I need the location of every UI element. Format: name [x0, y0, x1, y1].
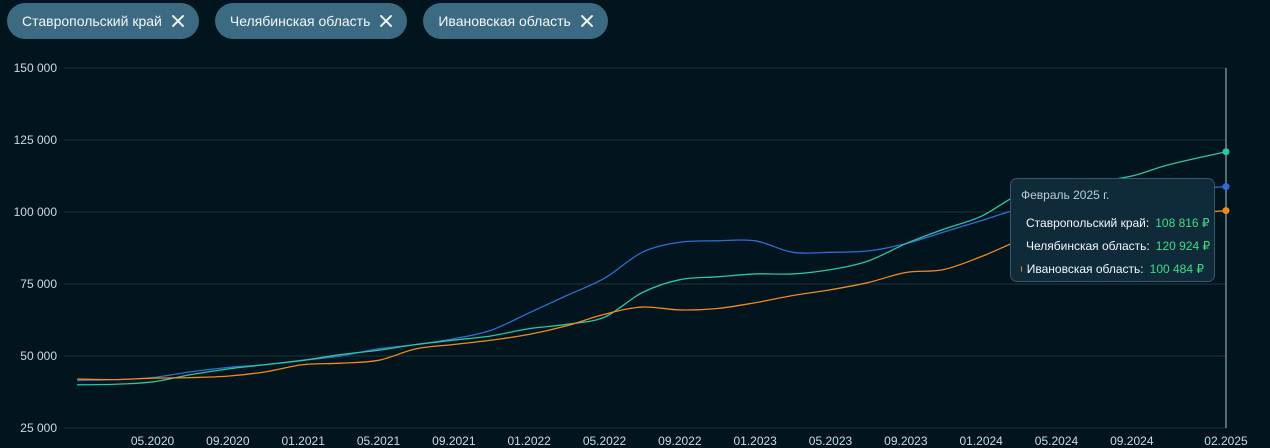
- filter-chips: Ставропольский край Челябинская область …: [7, 3, 608, 39]
- x-tick-label: 09.2023: [884, 434, 928, 448]
- tooltip-title: Февраль 2025 г.: [1021, 188, 1110, 202]
- y-tick-label: 50 000: [20, 349, 57, 363]
- x-tick-label: 02.2025: [1204, 434, 1248, 448]
- x-tick-label: 01.2022: [507, 434, 551, 448]
- x-tick-label: 09.2022: [658, 434, 702, 448]
- tooltip-row: Ивановская область: 100 484 ₽: [1021, 257, 1204, 280]
- chart-tooltip: Февраль 2025 г. Ставропольский край: 108…: [1010, 178, 1215, 282]
- y-axis-ticks: 150 000 125 000 100 000 75 000 50 000 25 000: [14, 61, 58, 435]
- filter-chip-label: Челябинская область: [229, 13, 371, 29]
- x-tick-label: 09.2024: [1110, 434, 1154, 448]
- x-tick-label: 09.2020: [206, 434, 250, 448]
- hover-point-2: [1222, 148, 1230, 156]
- tooltip-row: Челябинская область: 120 924 ₽: [1021, 234, 1210, 257]
- y-tick-label: 25 000: [20, 421, 57, 435]
- x-tick-label: 01.2024: [959, 434, 1003, 448]
- x-axis-ticks: 05.2020 09.2020 01.2021 05.2021 09.2021 01.20…: [131, 434, 1248, 448]
- tooltip-series-name: Ивановская область:: [1026, 261, 1144, 276]
- x-tick-label: 01.2023: [733, 434, 777, 448]
- hover-point-3: [1222, 207, 1230, 215]
- series-dot-icon: [1021, 265, 1022, 272]
- tooltip-series-name: Ставропольский край:: [1026, 215, 1150, 230]
- y-tick-label: 75 000: [20, 277, 57, 291]
- chart-grid: [64, 67, 1226, 429]
- y-tick-label: 125 000: [14, 133, 58, 147]
- tooltip-series-name: Челябинская область:: [1026, 238, 1150, 253]
- tooltip-row: Ставропольский край: 108 816 ₽: [1021, 211, 1210, 234]
- hover-points: [1222, 148, 1230, 215]
- x-tick-label: 05.2022: [583, 434, 627, 448]
- filter-chip-ivanovo[interactable]: Ивановская область: [423, 3, 608, 39]
- x-tick-label: 05.2020: [131, 434, 175, 448]
- tooltip-series-value: 100 484 ₽: [1149, 261, 1204, 276]
- filter-chip-label: Ивановская область: [438, 13, 571, 29]
- hover-point-1: [1222, 183, 1230, 191]
- y-tick-label: 100 000: [14, 205, 58, 219]
- tooltip-series-value: 120 924 ₽: [1155, 238, 1211, 253]
- filter-chip-label: Ставропольский край: [22, 13, 162, 29]
- x-tick-label: 05.2024: [1035, 434, 1079, 448]
- x-tick-label: 05.2021: [357, 434, 401, 448]
- x-tick-label: 01.2021: [281, 434, 325, 448]
- x-tick-label: 09.2021: [432, 434, 476, 448]
- filter-chip-stavropol[interactable]: Ставропольский край: [7, 3, 199, 39]
- filter-chip-chelyabinsk[interactable]: Челябинская область: [214, 3, 408, 39]
- tooltip-series-value: 108 816 ₽: [1155, 215, 1210, 230]
- y-tick-label: 150 000: [14, 61, 58, 75]
- x-tick-label: 05.2023: [809, 434, 853, 448]
